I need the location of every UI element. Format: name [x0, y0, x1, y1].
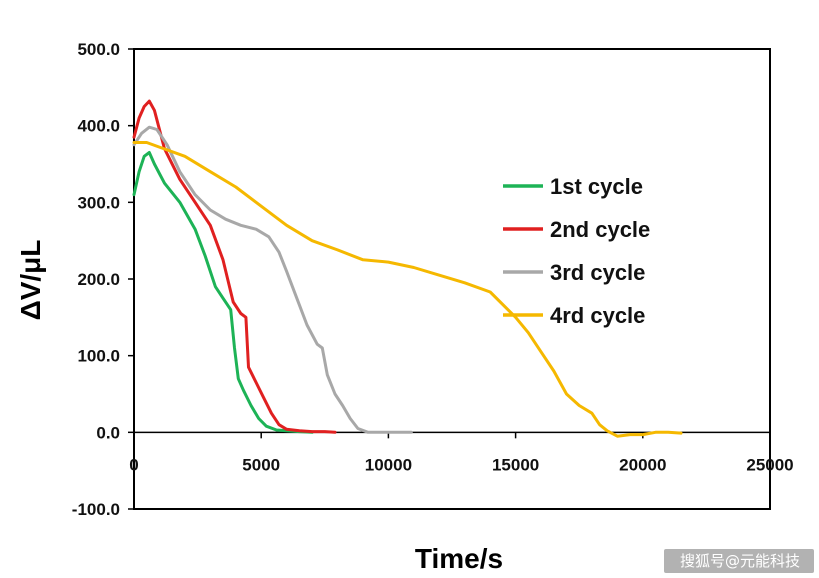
x-tick-label: 5000 [242, 455, 280, 474]
y-tick-label: 200.0 [77, 270, 120, 289]
x-tick-label: 15000 [492, 455, 539, 474]
x-tick-label: 0 [129, 455, 138, 474]
legend-label-3: 3rd cycle [550, 260, 645, 285]
y-tick-label: 500.0 [77, 40, 120, 59]
x-tick-label: 20000 [619, 455, 666, 474]
x-tick-label: 25000 [746, 455, 793, 474]
legend-label-1: 1st cycle [550, 174, 643, 199]
legend-label-4: 4rd cycle [550, 303, 645, 328]
legend-label-2: 2nd cycle [550, 217, 650, 242]
series-line-2 [132, 99, 337, 434]
y-tick-label: 0.0 [96, 423, 120, 442]
series-line-1 [132, 151, 314, 434]
y-tick-label: 400.0 [77, 117, 120, 136]
y-axis-title: ΔV/μL [15, 240, 46, 321]
y-tick-label: 100.0 [77, 347, 120, 366]
watermark: 搜狐号@元能科技 [680, 552, 800, 570]
y-tick-label: -100.0 [72, 500, 120, 519]
series-line-3 [132, 125, 413, 434]
x-axis-title: Time/s [415, 543, 503, 574]
series-line-4 [132, 141, 683, 438]
watermark-backdrop [664, 549, 814, 573]
x-tick-label: 10000 [365, 455, 412, 474]
y-tick-label: 300.0 [77, 193, 120, 212]
